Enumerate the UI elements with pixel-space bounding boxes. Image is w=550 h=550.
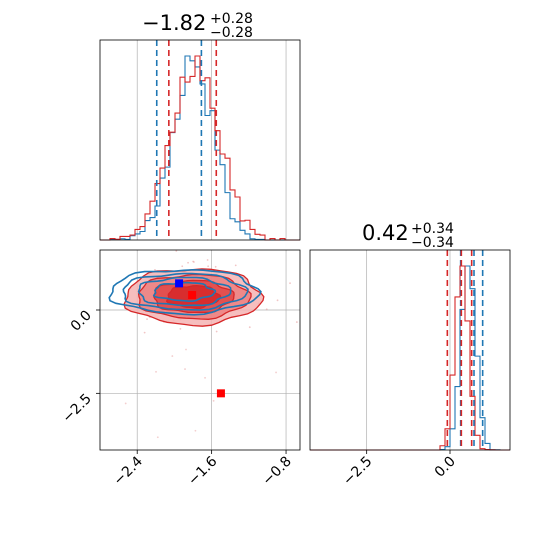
blue-best-fit-marker [175, 279, 184, 288]
scatter-point [248, 326, 251, 329]
blue-contour-3 [152, 281, 217, 303]
scatter-point [289, 282, 291, 285]
red-truth-marker [216, 389, 225, 398]
scatter-point [185, 348, 187, 351]
param1-hist-blue [100, 55, 300, 241]
scatter-point [146, 318, 148, 321]
axes-frame [99, 39, 301, 241]
scatter-point [187, 261, 189, 264]
scatter-point [156, 436, 159, 439]
axes-frame [99, 249, 301, 451]
scatter-point [234, 264, 237, 267]
scatter-point [207, 265, 210, 268]
scatter-point [275, 371, 277, 374]
blue-contour-1 [122, 272, 249, 311]
scatter-point [124, 402, 127, 405]
scatter-point [179, 327, 182, 330]
param1-xtick-label: −1.6 [185, 453, 220, 488]
scatter-point [184, 368, 186, 370]
scatter-point [143, 331, 146, 334]
param2-hist-blue [310, 265, 510, 451]
param2-title-lower: −0.34 [411, 235, 454, 251]
scatter-point [193, 261, 195, 263]
tick-labels: −2.4 −1.6 −0.8 −2.5 0.0 −2.5 0.0 [59, 308, 458, 489]
param1-title-value: −1.82 [142, 11, 206, 35]
param2-ytick-label: −2.5 [59, 391, 94, 426]
scatter-point [155, 370, 157, 373]
blue-contour-2 [137, 276, 232, 307]
scatter-point [181, 265, 184, 268]
scatter-point [206, 259, 209, 261]
param2-title-upper: +0.34 [411, 221, 454, 237]
scatter-point [204, 376, 206, 379]
scatter-point [295, 321, 298, 323]
param2-ytick-label: 0.0 [68, 308, 95, 335]
axes-frame [309, 249, 511, 451]
param2-title-value: 0.42 [362, 221, 409, 245]
param1-title: −1.82 [142, 11, 206, 35]
scatter-point [215, 330, 218, 333]
scatter-point [214, 265, 217, 268]
scatter-point [175, 249, 178, 252]
scatter-point [265, 308, 268, 311]
scatter-point [154, 269, 156, 271]
param1-title-lower: −0.28 [210, 25, 253, 41]
blue-contour-0 [108, 268, 262, 316]
param2-xtick-label: 0.0 [432, 454, 459, 481]
param2-title: 0.42 [362, 221, 409, 245]
scatter-point [171, 355, 174, 357]
param1-xtick-label: −2.4 [111, 453, 146, 488]
param1-param2-contour-panel [99, 249, 301, 451]
scatter-point [194, 429, 197, 432]
scatter-point [276, 299, 279, 302]
red-best-fit-marker [188, 291, 197, 299]
param1-histogram-panel [99, 39, 301, 241]
param2-histogram-panel [309, 249, 511, 451]
param1-xtick-label: −0.8 [260, 454, 295, 489]
param1-hist-red [100, 55, 300, 241]
param2-xtick-label: −2.5 [340, 454, 375, 489]
param1-title-upper: +0.28 [210, 11, 253, 27]
scatter-point [212, 399, 215, 402]
